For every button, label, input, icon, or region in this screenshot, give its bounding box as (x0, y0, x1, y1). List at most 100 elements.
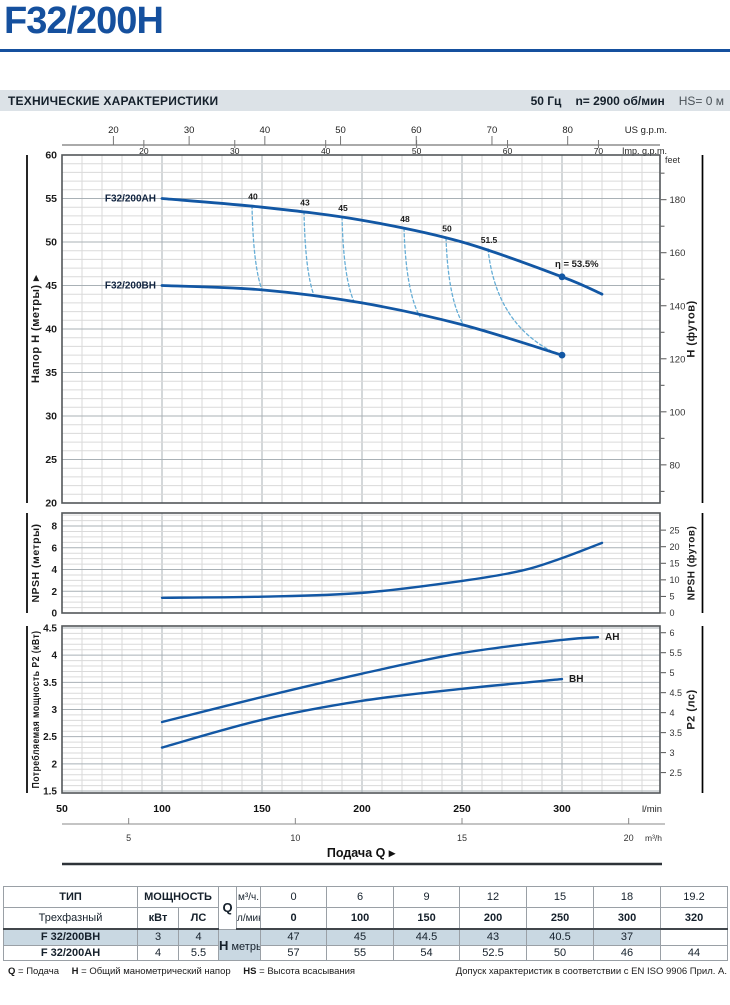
svg-text:50: 50 (412, 146, 422, 156)
svg-text:100: 100 (670, 407, 686, 418)
table-header-row-1: ТИП МОЩНОСТЬ Q м³/ч. 0 6 9 12 15 18 19.2 (3, 886, 729, 930)
head-value: 40.5 (526, 928, 595, 946)
type-sub: Трехфазный (3, 907, 138, 930)
type-header: ТИП (3, 886, 138, 908)
pump-model: F 32/200BH (3, 928, 138, 946)
head-chart: 40 43 45 48 50 51.5 F32/200AH F32/200BH η = 53.5… (26, 150, 704, 510)
svg-text:100: 100 (153, 803, 171, 815)
svg-text:Напор H (метры) ▸: Напор H (метры) ▸ (30, 275, 42, 383)
q-lmin-value: 0 (260, 907, 328, 930)
q-m3h-value: 0 (260, 886, 328, 908)
legend-items: Q = Подача H = Общий манометрический нап… (8, 966, 356, 977)
flow-axis-top: 20 30 40 50 60 70 80 US g.p.m. 20 30 40 50 60 70 Imp. … (62, 125, 681, 165)
head-value: 37 (593, 928, 662, 946)
table-row-bh: F 32/200BH 3 4 H метры 47 45 44.5 43 40.… (3, 928, 729, 961)
q-lmin-value: 150 (393, 907, 461, 930)
svg-text:30: 30 (184, 125, 195, 136)
svg-text:40: 40 (45, 324, 57, 336)
svg-text:60: 60 (411, 125, 422, 136)
svg-text:4: 4 (670, 708, 675, 718)
svg-text:120: 120 (670, 354, 686, 365)
q-m3h-value: 19.2 (660, 886, 729, 908)
svg-text:Imp. g.p.m.: Imp. g.p.m. (622, 146, 667, 156)
power-header: МОЩНОСТЬ (136, 886, 220, 908)
svg-text:200: 200 (353, 803, 371, 815)
head-value: 44 (660, 944, 729, 961)
svg-text:4: 4 (51, 565, 57, 576)
svg-text:10: 10 (670, 575, 680, 585)
head-value: 54 (393, 944, 461, 961)
head-value: 45 (326, 928, 395, 946)
svg-text:5: 5 (670, 668, 675, 678)
svg-text:43: 43 (300, 198, 310, 208)
svg-text:NPSH (футов): NPSH (футов) (686, 526, 698, 601)
kw-value: 4 (137, 944, 179, 961)
svg-text:4.5: 4.5 (670, 688, 683, 698)
h-label-cell: H метры (218, 928, 262, 961)
performance-charts: 20 30 40 50 60 70 80 US g.p.m.20 30 40 50 60 70 Imp. … (26, 125, 704, 866)
specs-table: ТИП МОЩНОСТЬ Q м³/ч. 0 6 9 12 15 18 19.2… (3, 886, 729, 961)
svg-text:4.5: 4.5 (43, 624, 57, 635)
footer-legend: Q = Подача H = Общий манометрический нап… (8, 966, 727, 977)
svg-text:2.5: 2.5 (670, 768, 683, 778)
svg-text:2.5: 2.5 (43, 732, 57, 743)
svg-text:3: 3 (51, 705, 57, 716)
q-m3h-value: 18 (593, 886, 662, 908)
svg-text:10: 10 (290, 833, 300, 843)
svg-text:5.5: 5.5 (670, 648, 683, 658)
head-value: 55 (326, 944, 395, 961)
svg-text:150: 150 (253, 803, 271, 815)
head-value: 57 (260, 944, 328, 961)
svg-text:35: 35 (45, 367, 57, 379)
svg-text:6: 6 (670, 628, 675, 638)
svg-text:l/min: l/min (642, 804, 662, 815)
h-unit: метры (231, 940, 259, 953)
svg-text:US g.p.m.: US g.p.m. (625, 125, 667, 136)
svg-text:50: 50 (56, 803, 68, 815)
svg-text:2: 2 (51, 587, 57, 598)
power-chart: AH BH 1.5 2 2.5 3 3.5 4 4.5 2.5 3 3.5 4 4.5 5 5.5 6 Потре… (26, 624, 704, 798)
svg-text:5: 5 (126, 833, 131, 843)
svg-text:40: 40 (321, 146, 331, 156)
q-label: Q (218, 886, 238, 930)
svg-text:H (футов): H (футов) (686, 300, 698, 357)
svg-text:50: 50 (442, 224, 452, 234)
svg-text:50: 50 (45, 237, 57, 249)
svg-text:15: 15 (670, 558, 680, 568)
hp-value: 5.5 (177, 944, 220, 961)
svg-text:45: 45 (45, 280, 57, 292)
page-title: F32/200H (4, 0, 164, 42)
frequency-value: 50 Гц (530, 93, 562, 108)
pump-model: F 32/200AH (3, 944, 138, 961)
svg-text:25: 25 (45, 454, 57, 466)
svg-text:3: 3 (670, 748, 675, 758)
svg-text:2: 2 (51, 759, 57, 770)
q-lmin-value: 100 (326, 907, 395, 930)
svg-text:15: 15 (457, 833, 467, 843)
svg-text:3.5: 3.5 (43, 678, 57, 689)
svg-text:feet: feet (665, 155, 681, 165)
svg-text:180: 180 (670, 195, 686, 206)
svg-text:F32/200AH: F32/200AH (105, 194, 156, 205)
svg-text:70: 70 (487, 125, 498, 136)
section-header-bar: ТЕХНИЧЕСКИЕ ХАРАКТЕРИСТИКИ 50 Гц n= 2900… (0, 90, 730, 111)
tolerance-note: Допуск характеристик в соответствии с EN… (455, 966, 727, 977)
svg-text:45: 45 (338, 203, 348, 213)
svg-text:4: 4 (51, 651, 57, 662)
head-value: 44.5 (393, 928, 461, 946)
svg-text:1.5: 1.5 (43, 787, 57, 798)
suction-value: HS= 0 м (678, 93, 724, 108)
svg-text:60: 60 (503, 146, 513, 156)
power-unit-kw: кВт (137, 907, 179, 930)
q-m3h-value: 12 (459, 886, 528, 908)
svg-text:50: 50 (335, 125, 346, 136)
q-lmin-value: 250 (526, 907, 595, 930)
svg-text:6: 6 (51, 543, 57, 554)
svg-text:20: 20 (139, 146, 149, 156)
title-rule (0, 49, 730, 52)
section-title: ТЕХНИЧЕСКИЕ ХАРАКТЕРИСТИКИ (8, 93, 219, 108)
svg-text:0: 0 (670, 608, 675, 618)
head-value (660, 928, 729, 946)
head-value: 43 (459, 928, 528, 946)
